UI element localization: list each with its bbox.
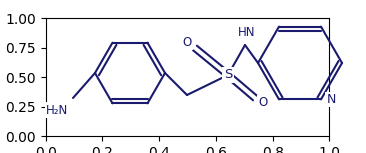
Text: O: O [182, 35, 192, 49]
Text: H₂N: H₂N [46, 103, 68, 116]
Text: HN: HN [238, 26, 256, 39]
Text: N: N [326, 93, 336, 106]
Text: S: S [224, 69, 232, 82]
Text: O: O [258, 97, 268, 110]
